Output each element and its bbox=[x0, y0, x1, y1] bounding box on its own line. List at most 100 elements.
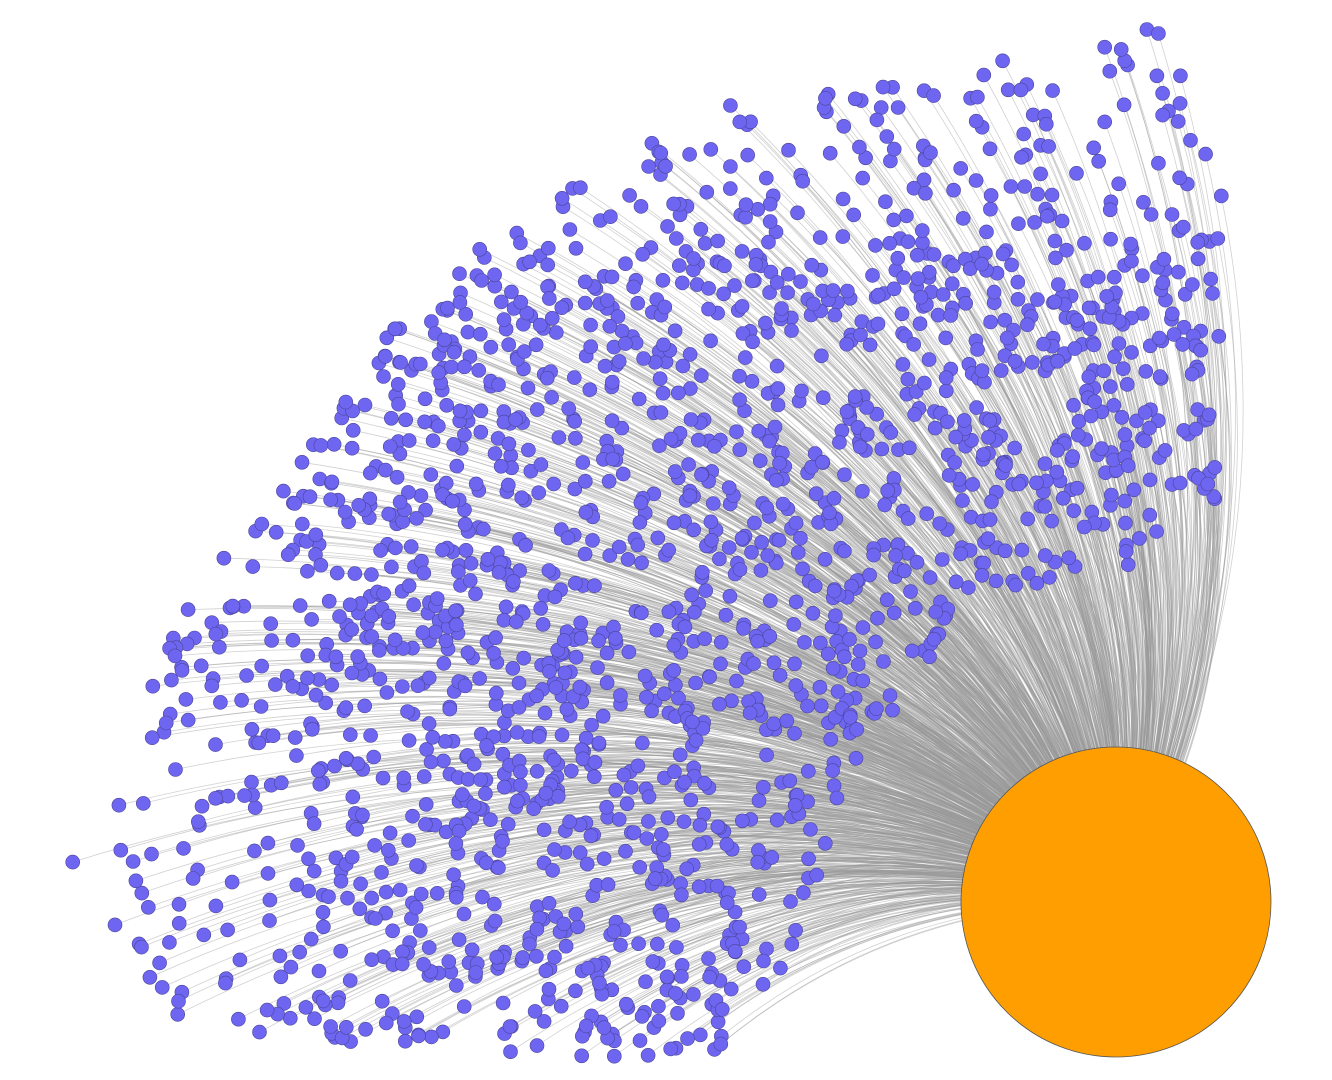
leaf-node[interactable] bbox=[672, 747, 688, 763]
leaf-node[interactable] bbox=[478, 786, 493, 801]
leaf-node[interactable] bbox=[144, 846, 159, 862]
leaf-node[interactable] bbox=[401, 578, 417, 594]
leaf-node[interactable] bbox=[224, 874, 240, 890]
leaf-node[interactable] bbox=[457, 359, 472, 375]
leaf-node[interactable] bbox=[870, 316, 886, 332]
leaf-node[interactable] bbox=[855, 170, 871, 186]
leaf-node[interactable] bbox=[413, 886, 429, 902]
leaf-node[interactable] bbox=[556, 916, 572, 932]
leaf-node[interactable] bbox=[948, 429, 964, 445]
leaf-node[interactable] bbox=[379, 685, 395, 700]
leaf-node[interactable] bbox=[1137, 433, 1152, 449]
leaf-node[interactable] bbox=[301, 883, 316, 899]
leaf-node[interactable] bbox=[702, 669, 717, 685]
leaf-node[interactable] bbox=[412, 356, 428, 372]
leaf-node[interactable] bbox=[568, 906, 584, 922]
leaf-node[interactable] bbox=[694, 564, 710, 580]
leaf-node[interactable] bbox=[697, 775, 712, 791]
leaf-node[interactable] bbox=[651, 998, 666, 1014]
leaf-node[interactable] bbox=[873, 100, 889, 115]
leaf-node[interactable] bbox=[756, 953, 771, 969]
leaf-node[interactable] bbox=[282, 1010, 298, 1026]
leaf-node[interactable] bbox=[559, 701, 575, 717]
leaf-node[interactable] bbox=[535, 617, 551, 632]
leaf-node[interactable] bbox=[247, 843, 262, 859]
leaf-node[interactable] bbox=[684, 714, 700, 730]
leaf-node[interactable] bbox=[562, 814, 577, 830]
leaf-node[interactable] bbox=[1156, 251, 1172, 267]
leaf-node[interactable] bbox=[832, 435, 847, 450]
leaf-node[interactable] bbox=[958, 295, 974, 311]
leaf-node[interactable] bbox=[568, 983, 583, 999]
leaf-node[interactable] bbox=[848, 750, 864, 766]
leaf-node[interactable] bbox=[809, 867, 825, 883]
leaf-node[interactable] bbox=[1041, 139, 1056, 154]
leaf-node[interactable] bbox=[895, 357, 911, 372]
leaf-node[interactable] bbox=[955, 493, 970, 508]
leaf-node[interactable] bbox=[533, 600, 549, 616]
leaf-node[interactable] bbox=[424, 1029, 439, 1045]
leaf-node[interactable] bbox=[409, 1009, 425, 1025]
leaf-node[interactable] bbox=[1151, 26, 1166, 41]
leaf-node[interactable] bbox=[357, 698, 373, 714]
leaf-node[interactable] bbox=[554, 191, 570, 206]
leaf-node[interactable] bbox=[457, 516, 473, 532]
leaf-node[interactable] bbox=[531, 485, 547, 501]
leaf-node[interactable] bbox=[401, 433, 417, 448]
leaf-node[interactable] bbox=[862, 567, 877, 583]
leaf-node[interactable] bbox=[744, 373, 760, 389]
leaf-node[interactable] bbox=[968, 173, 984, 188]
leaf-node[interactable] bbox=[713, 656, 728, 672]
leaf-node[interactable] bbox=[882, 688, 898, 703]
leaf-node[interactable] bbox=[906, 337, 922, 352]
leaf-node[interactable] bbox=[537, 705, 553, 721]
leaf-node[interactable] bbox=[378, 349, 393, 364]
leaf-node[interactable] bbox=[632, 515, 648, 530]
leaf-node[interactable] bbox=[1210, 231, 1226, 246]
leaf-node[interactable] bbox=[308, 527, 324, 543]
leaf-node[interactable] bbox=[584, 717, 599, 733]
leaf-node[interactable] bbox=[244, 774, 259, 790]
leaf-node[interactable] bbox=[770, 381, 786, 396]
leaf-node[interactable] bbox=[667, 464, 683, 479]
leaf-node[interactable] bbox=[1107, 269, 1122, 285]
leaf-node[interactable] bbox=[329, 565, 345, 581]
leaf-node[interactable] bbox=[340, 890, 355, 906]
leaf-node[interactable] bbox=[265, 728, 281, 744]
leaf-node[interactable] bbox=[191, 814, 206, 830]
leaf-node[interactable] bbox=[1176, 319, 1192, 335]
leaf-node[interactable] bbox=[613, 688, 628, 703]
leaf-node[interactable] bbox=[926, 247, 942, 262]
leaf-node[interactable] bbox=[1039, 116, 1054, 132]
leaf-node[interactable] bbox=[488, 630, 503, 646]
leaf-node[interactable] bbox=[231, 1011, 246, 1027]
leaf-node[interactable] bbox=[591, 735, 607, 751]
leaf-node[interactable] bbox=[1037, 499, 1053, 514]
leaf-node[interactable] bbox=[290, 838, 305, 853]
leaf-node[interactable] bbox=[301, 851, 316, 867]
leaf-node[interactable] bbox=[479, 738, 494, 753]
leaf-node[interactable] bbox=[769, 812, 785, 828]
leaf-node[interactable] bbox=[846, 207, 862, 223]
leaf-node[interactable] bbox=[522, 936, 537, 952]
leaf-node[interactable] bbox=[472, 242, 488, 257]
leaf-node[interactable] bbox=[630, 758, 646, 774]
leaf-node[interactable] bbox=[1183, 133, 1198, 148]
leaf-node[interactable] bbox=[1081, 369, 1097, 385]
leaf-node[interactable] bbox=[352, 901, 368, 917]
leaf-node[interactable] bbox=[604, 413, 620, 429]
leaf-node[interactable] bbox=[912, 316, 928, 332]
leaf-node[interactable] bbox=[342, 597, 358, 613]
leaf-node[interactable] bbox=[634, 1009, 650, 1024]
leaf-node[interactable] bbox=[760, 548, 776, 563]
leaf-node[interactable] bbox=[886, 281, 902, 297]
leaf-node[interactable] bbox=[254, 658, 270, 674]
leaf-node[interactable] bbox=[380, 842, 396, 858]
leaf-node[interactable] bbox=[1172, 475, 1188, 491]
leaf-node[interactable] bbox=[460, 324, 476, 340]
leaf-node[interactable] bbox=[220, 788, 236, 804]
leaf-node[interactable] bbox=[1164, 207, 1180, 222]
leaf-node[interactable] bbox=[762, 285, 777, 300]
leaf-node[interactable] bbox=[1143, 207, 1159, 222]
leaf-node[interactable] bbox=[1198, 146, 1213, 162]
